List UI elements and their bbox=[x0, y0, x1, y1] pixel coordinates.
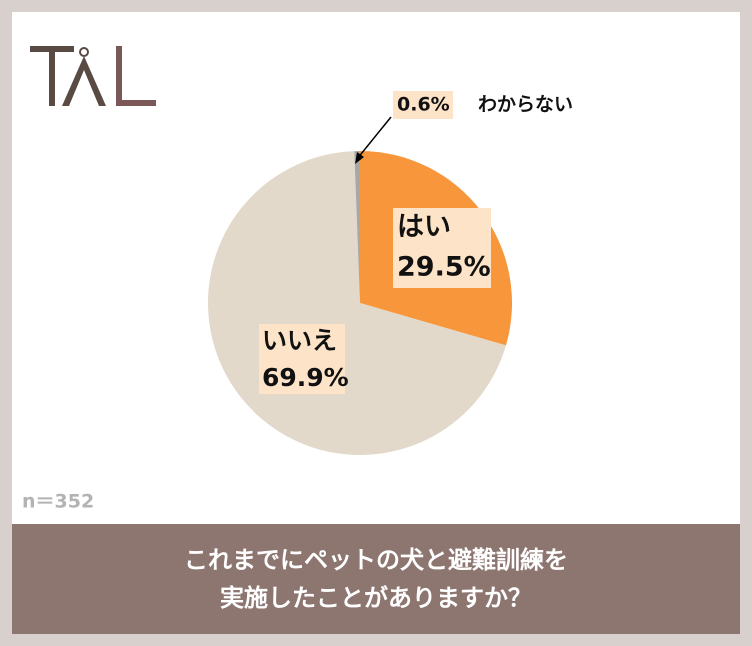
logo bbox=[30, 46, 156, 106]
pie-slice bbox=[354, 151, 360, 303]
chart-title: 実施したことがありますか？ bbox=[220, 584, 532, 612]
chart-title: これまでにペットの犬と避難訓練を bbox=[184, 546, 568, 574]
logo-a-dot bbox=[79, 47, 89, 57]
slice-label: はい bbox=[397, 212, 451, 243]
title-band bbox=[12, 524, 740, 634]
logo-t-stem bbox=[49, 46, 55, 106]
value-label: 69.9% bbox=[262, 363, 349, 392]
leader-line bbox=[356, 116, 392, 160]
logo-a bbox=[62, 56, 106, 106]
leader-arrow bbox=[355, 152, 364, 164]
logo-l-bar bbox=[116, 100, 156, 106]
logo-l-stem bbox=[116, 46, 122, 106]
note: n＝352 bbox=[22, 491, 94, 513]
slice-label: いいえ bbox=[262, 326, 337, 355]
value-label: 29.5% bbox=[397, 252, 491, 283]
label-background bbox=[259, 324, 345, 394]
pie bbox=[208, 151, 512, 456]
label-background bbox=[393, 91, 453, 119]
label-background bbox=[393, 208, 491, 288]
value-label: 0.6% bbox=[397, 94, 450, 116]
slice-label: わからない bbox=[478, 94, 573, 116]
